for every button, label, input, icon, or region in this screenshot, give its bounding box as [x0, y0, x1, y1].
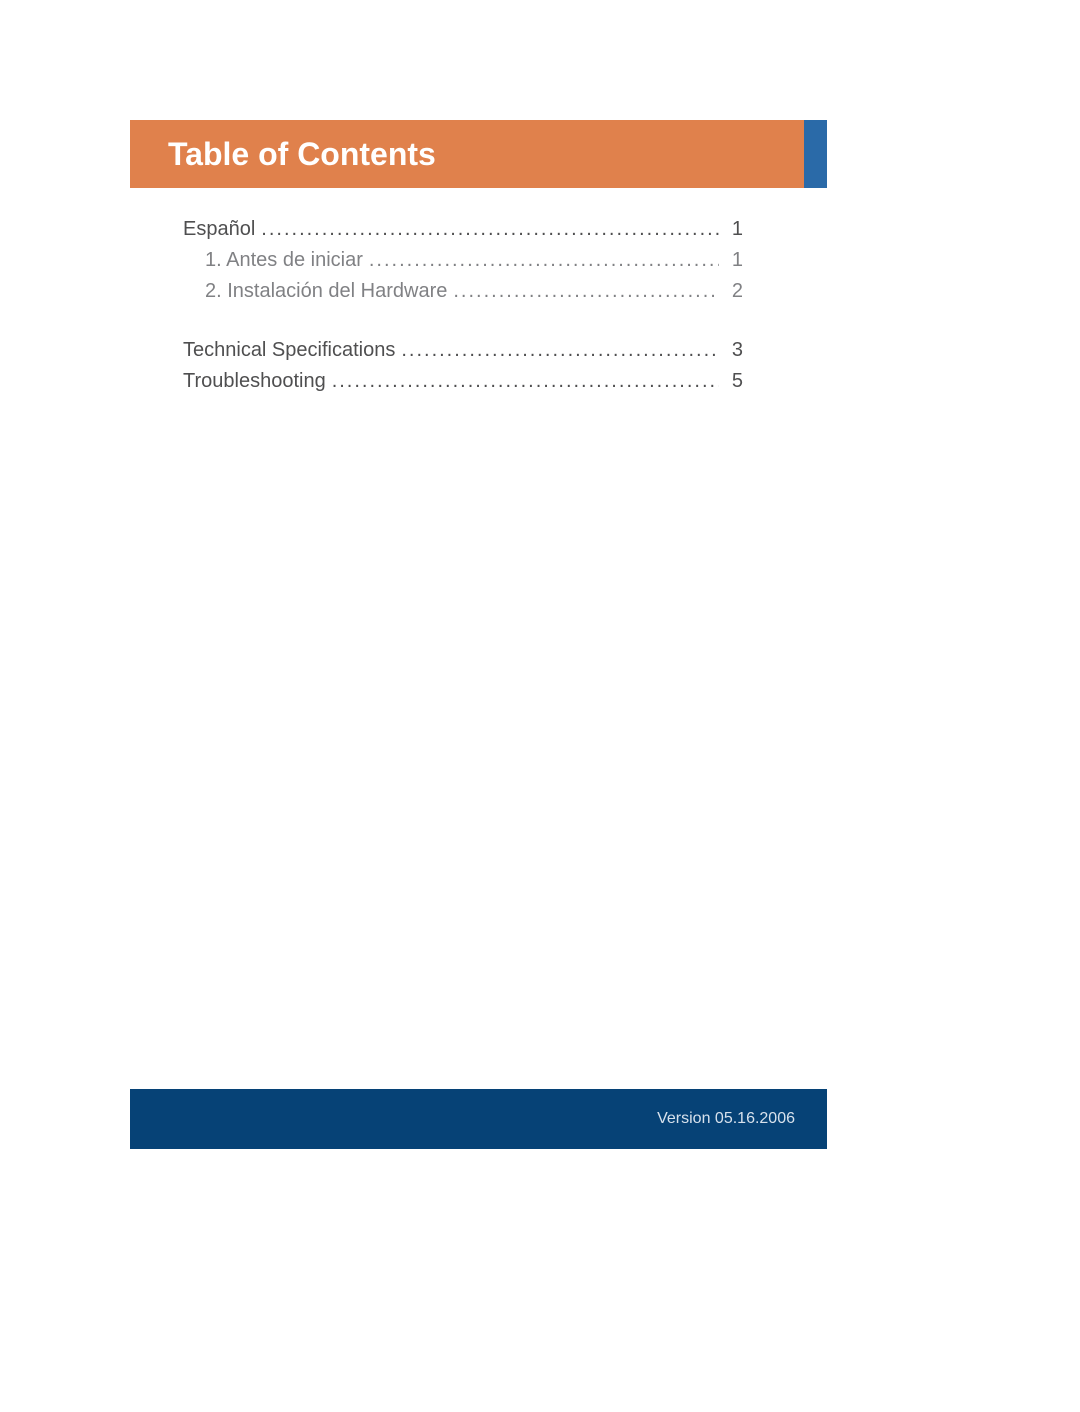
toc-entry-label: Español	[183, 216, 255, 243]
toc-entry-page: 5	[725, 368, 743, 395]
toc-section: Español ................................…	[183, 216, 743, 305]
page-title: Table of Contents	[168, 136, 436, 173]
toc-entry: 1. Antes de iniciar ....................…	[183, 247, 743, 274]
toc-entry-page: 1	[725, 247, 743, 274]
footer-bar: Version 05.16.2006	[130, 1089, 827, 1149]
header-bar: Table of Contents	[130, 120, 827, 188]
toc-entry: Español ................................…	[183, 216, 743, 243]
toc-entry-label: 2. Instalación del Hardware	[205, 278, 447, 305]
toc-entry-label: Troubleshooting	[183, 368, 326, 395]
toc-entry-page: 1	[725, 216, 743, 243]
toc-leader: ........................................…	[369, 247, 719, 274]
toc-entry-page: 3	[725, 337, 743, 364]
toc-entry: Troubleshooting ........................…	[183, 368, 743, 395]
toc-section: Technical Specifications ...............…	[183, 337, 743, 395]
toc-leader: ........................................…	[401, 337, 719, 364]
toc-leader: ........................................…	[453, 278, 719, 305]
toc-entry-page: 2	[725, 278, 743, 305]
toc-entry: Technical Specifications ...............…	[183, 337, 743, 364]
toc-entry-label: 1. Antes de iniciar	[205, 247, 363, 274]
version-text: Version 05.16.2006	[657, 1110, 795, 1128]
toc-body: Español ................................…	[183, 216, 743, 427]
header-blue-accent	[804, 120, 827, 188]
header-orange-bg: Table of Contents	[130, 120, 804, 188]
toc-entry-label: Technical Specifications	[183, 337, 395, 364]
toc-entry: 2. Instalación del Hardware ............…	[183, 278, 743, 305]
toc-leader: ........................................…	[261, 216, 719, 243]
toc-leader: ........................................…	[332, 368, 719, 395]
